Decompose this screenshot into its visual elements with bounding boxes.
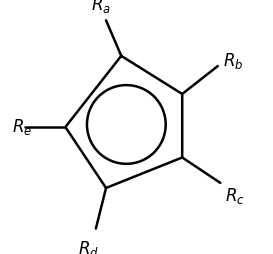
Text: $R_a$: $R_a$ (91, 0, 111, 15)
Text: $R_d$: $R_d$ (78, 239, 99, 254)
Text: $R_c$: $R_c$ (225, 186, 245, 205)
Text: $R_e$: $R_e$ (12, 117, 32, 137)
Text: $R_b$: $R_b$ (223, 51, 243, 71)
